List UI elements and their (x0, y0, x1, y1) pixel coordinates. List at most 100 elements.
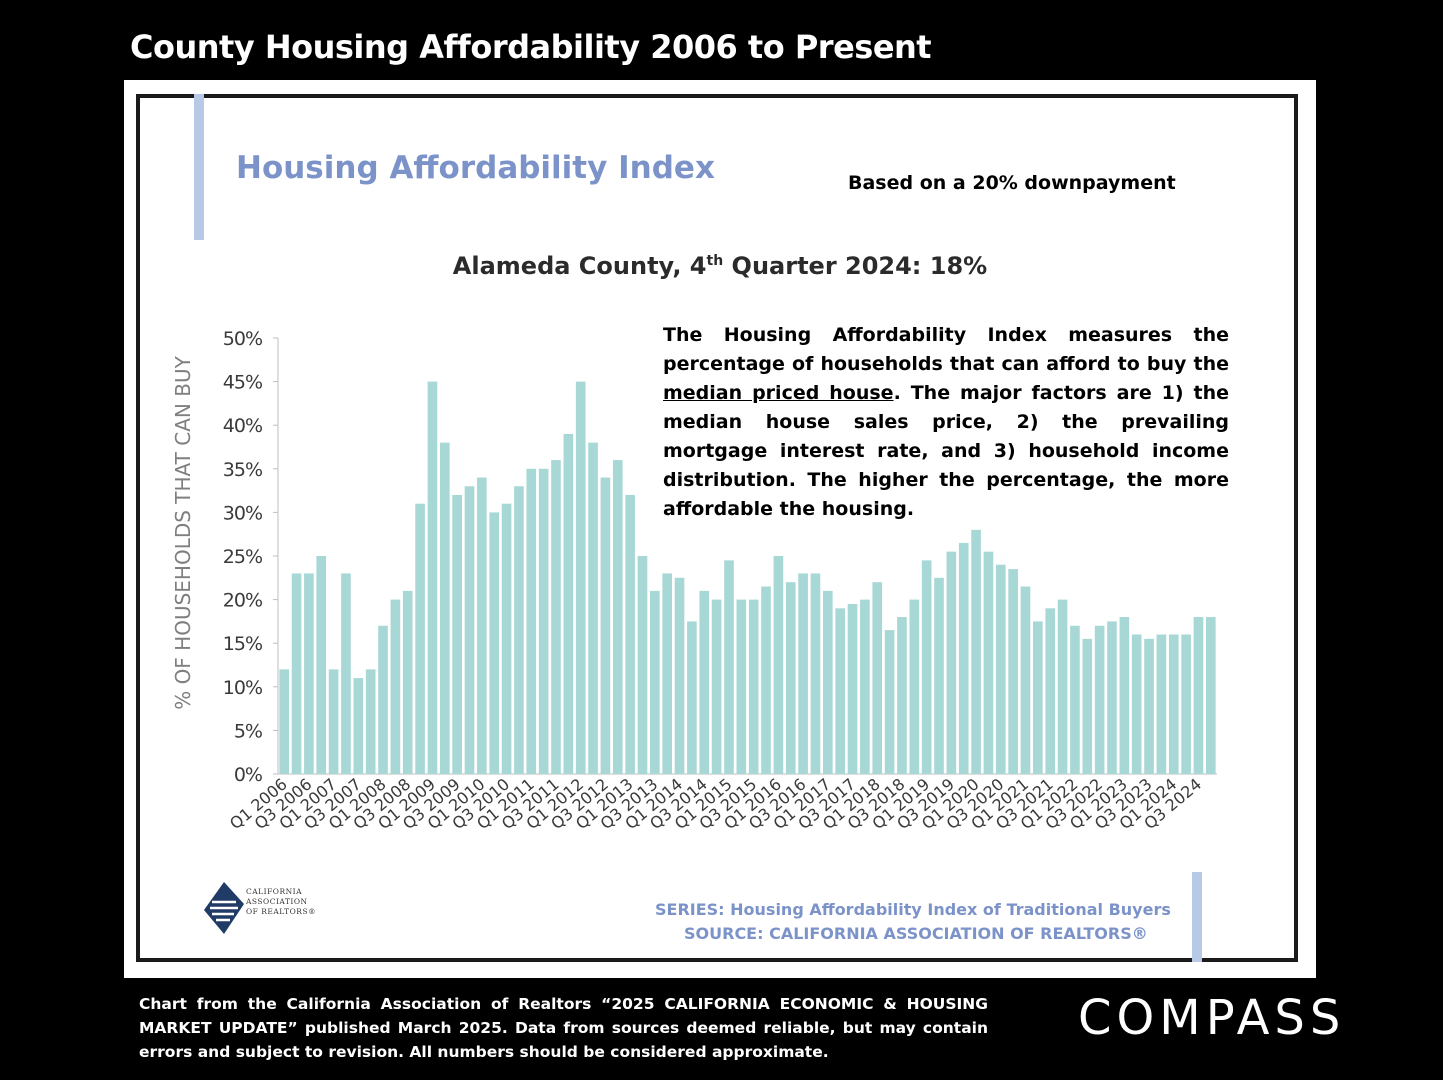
bar-q2-2011 (538, 468, 549, 774)
bar-q3-2010 (501, 503, 512, 774)
bar-q4-2006 (316, 556, 327, 774)
y-axis: 0% 5% 10% 15% 20% 25% 30% 35% 40% 45% 50% (223, 328, 1217, 786)
bar-q1-2014 (674, 577, 685, 774)
bar-q1-2015 (724, 560, 734, 774)
bar-q2-2024 (1181, 634, 1191, 774)
chart-panel: Housing Affordability Index Based on a 2… (124, 80, 1316, 978)
bar-q1-2020 (971, 529, 981, 774)
bar-q1-2008 (378, 625, 388, 774)
bar-q3-2006 (304, 573, 314, 774)
y-tick-label: 35% (223, 459, 262, 481)
bar-q2-2006 (291, 573, 302, 774)
bar-q4-2008 (415, 503, 425, 774)
bar-q1-2018 (872, 582, 883, 774)
bar-q4-2023 (1156, 634, 1167, 774)
bar-q2-2014 (687, 621, 697, 774)
bar-q1-2022 (1070, 625, 1080, 774)
bar-q2-2018 (884, 630, 895, 774)
bar-q1-2019 (921, 560, 932, 774)
car-logo-icon (204, 882, 244, 934)
bar-q1-2011 (526, 468, 537, 774)
bars (279, 381, 1216, 774)
bar-q3-2011 (551, 460, 561, 774)
bar-q2-2021 (1033, 621, 1043, 774)
index-heading: Housing Affordability Index (236, 150, 715, 186)
description-text-1: The Housing Affordability Index measures… (663, 324, 1229, 375)
bar-q2-2020 (983, 551, 994, 774)
y-tick-label: 5% (234, 720, 262, 742)
downpayment-note: Based on a 20% downpayment (848, 172, 1176, 194)
bar-q4-2014 (711, 599, 722, 774)
accent-bar-right (1192, 872, 1202, 962)
y-tick-label: 25% (223, 546, 262, 568)
bar-q1-2009 (427, 381, 438, 774)
compass-logo: COMPASS (1078, 990, 1346, 1046)
y-tick-label: 20% (223, 590, 262, 612)
bar-q2-2013 (637, 556, 648, 774)
bar-q4-2015 (761, 586, 771, 774)
bar-q4-2024 (1206, 617, 1216, 774)
bar-q2-2022 (1082, 638, 1093, 774)
bar-q1-2017 (822, 590, 833, 774)
bar-q2-2007 (341, 573, 351, 774)
panel-frame (136, 94, 1298, 962)
bar-q4-2021 (1057, 599, 1068, 774)
bar-q2-2012 (588, 442, 598, 774)
bar-q1-2012 (575, 381, 586, 774)
chart-subtitle: Alameda County, 4th Quarter 2024: 18% (124, 252, 1316, 280)
bar-q3-2024 (1193, 617, 1204, 774)
bar-q2-2016 (785, 582, 796, 774)
bar-q3-2023 (1144, 638, 1154, 774)
car-logo-text: CALIFORNIA ASSOCIATION OF REALTORS® (246, 887, 316, 917)
bar-q3-2013 (650, 590, 660, 774)
bar-q3-2019 (946, 551, 957, 774)
y-tick-label: 30% (223, 502, 262, 524)
bar-chart: 0% 5% 10% 15% 20% 25% 30% 35% 40% 45% 50% Q1 2006Q… (171, 328, 1217, 834)
index-description: The Housing Affordability Index measures… (663, 321, 1229, 524)
source-note: SOURCE: CALIFORNIA ASSOCIATION OF REALTO… (684, 924, 1148, 943)
accent-bar-left (194, 94, 204, 240)
bar-q4-2011 (563, 433, 574, 774)
bar-q4-2022 (1107, 621, 1117, 774)
y-tick-label: 0% (234, 764, 262, 786)
bar-q1-2007 (328, 669, 339, 774)
bar-q3-2012 (600, 477, 611, 774)
bar-q3-2017 (847, 603, 858, 774)
page-title: County Housing Affordability 2006 to Pre… (130, 28, 932, 66)
bar-q1-2016 (773, 556, 784, 774)
description-underlined: median priced house (663, 382, 894, 404)
bar-q2-2019 (934, 577, 944, 774)
bar-q2-2010 (489, 512, 500, 774)
subtitle-ordinal: th (706, 253, 724, 269)
y-tick-label: 40% (223, 415, 262, 437)
bar-q3-2014 (699, 590, 710, 774)
bar-q4-2020 (1008, 569, 1018, 774)
bar-q1-2013 (625, 494, 635, 774)
bar-q1-2021 (1020, 586, 1031, 774)
bar-q3-2007 (353, 678, 364, 774)
bar-q1-2010 (477, 477, 487, 774)
subtitle-suffix: Quarter 2024: 18% (723, 252, 988, 280)
series-note: SERIES: Housing Affordability Index of T… (655, 900, 1171, 919)
bar-q3-2018 (897, 617, 907, 774)
bar-q2-2015 (736, 599, 747, 774)
logo-line-1: CALIFORNIA (246, 887, 303, 896)
bar-q2-2023 (1131, 634, 1142, 774)
bar-q1-2006 (279, 669, 289, 774)
y-tick-label: 10% (223, 677, 262, 699)
bar-q3-2021 (1045, 608, 1056, 774)
bar-q1-2023 (1119, 617, 1130, 774)
bar-q3-2009 (452, 494, 462, 774)
bar-q4-2009 (464, 486, 475, 774)
logo-line-2: ASSOCIATION (246, 897, 308, 906)
subtitle-prefix: Alameda County, 4 (452, 252, 707, 280)
bar-q3-2020 (995, 564, 1006, 774)
description-text-2: . The major factors are 1) the median ho… (663, 382, 1229, 520)
bar-q4-2017 (860, 599, 870, 774)
bar-q4-2007 (365, 669, 376, 774)
bar-q1-2024 (1168, 634, 1179, 774)
logo-line-3: OF REALTORS® (246, 907, 317, 916)
bar-q4-2016 (810, 573, 821, 774)
bar-q4-2018 (909, 599, 920, 774)
